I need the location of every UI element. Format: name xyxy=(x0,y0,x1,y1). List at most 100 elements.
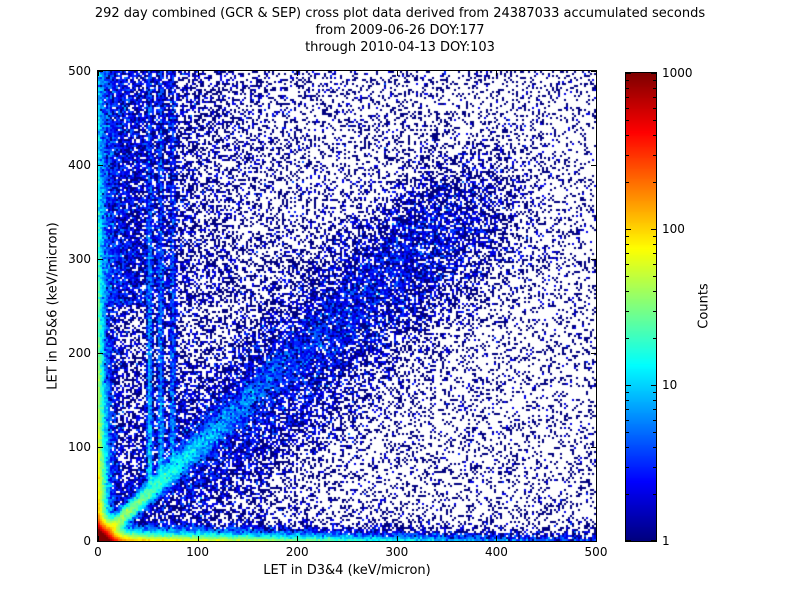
colorbar-tick-mark xyxy=(626,540,631,541)
colorbar-minor-tick-mark xyxy=(653,253,656,254)
colorbar-minor-tick-mark xyxy=(653,494,656,495)
x-tick-mark xyxy=(297,71,299,76)
colorbar-minor-tick-mark xyxy=(626,409,629,410)
scatter-points-canvas xyxy=(98,71,596,541)
x-tick-mark xyxy=(197,71,199,76)
colorbar-minor-tick-mark xyxy=(653,432,656,433)
x-tick-mark xyxy=(98,71,99,76)
colorbar-minor-tick-mark xyxy=(653,409,656,410)
colorbar-gradient-canvas xyxy=(626,73,656,541)
plot-subtitle-through: through 2010-04-13 DOY:103 xyxy=(305,40,495,55)
colorbar-tick-mark xyxy=(651,385,656,386)
y-tick-mark xyxy=(98,165,103,166)
y-tick-label: 0 xyxy=(83,534,91,548)
colorbar-minor-tick-mark xyxy=(653,244,656,245)
colorbar-minor-tick-mark xyxy=(626,244,629,245)
colorbar-minor-tick-mark xyxy=(626,311,629,312)
colorbar-tick-mark xyxy=(626,73,631,74)
colorbar-minor-tick-mark xyxy=(653,97,656,98)
colorbar-tick-label: 1 xyxy=(662,534,670,548)
colorbar-minor-tick-mark xyxy=(653,338,656,339)
y-tick-mark xyxy=(98,353,103,354)
colorbar-tick-label: 100 xyxy=(662,222,685,236)
x-tick-label: 400 xyxy=(484,545,508,559)
y-tick-label: 500 xyxy=(68,64,91,78)
colorbar-minor-tick-mark xyxy=(626,108,629,109)
plot-title: 292 day combined (GCR & SEP) cross plot … xyxy=(94,6,706,21)
colorbar-minor-tick-mark xyxy=(653,400,656,401)
colorbar-tick-mark xyxy=(626,229,631,230)
y-tick-mark xyxy=(98,259,103,260)
colorbar-minor-tick-mark xyxy=(626,467,629,468)
y-tick-mark xyxy=(98,71,103,72)
colorbar-minor-tick-mark xyxy=(626,338,629,339)
plot-area: LET in D3&4 (keV/micron) LET in D5&6 (ke… xyxy=(46,64,608,578)
colorbar-tick-mark xyxy=(651,540,656,541)
x-tick-mark xyxy=(297,536,299,541)
colorbar-minor-tick-mark xyxy=(653,420,656,421)
colorbar-tick-label: 1000 xyxy=(662,66,693,80)
colorbar-minor-tick-mark xyxy=(626,264,629,265)
y-tick-mark xyxy=(591,541,596,542)
y-tick-label: 300 xyxy=(68,252,91,266)
colorbar-minor-tick-mark xyxy=(626,253,629,254)
colorbar-minor-tick-mark xyxy=(653,108,656,109)
x-tick-mark xyxy=(98,536,99,541)
colorbar-minor-tick-mark xyxy=(653,392,656,393)
colorbar-minor-tick-mark xyxy=(626,135,629,136)
colorbar-minor-tick-mark xyxy=(626,276,629,277)
y-tick-mark xyxy=(591,165,596,166)
x-tick-mark xyxy=(496,536,498,541)
colorbar-minor-tick-mark xyxy=(653,264,656,265)
colorbar-minor-tick-mark xyxy=(626,494,629,495)
x-tick-label: 100 xyxy=(186,545,210,559)
colorbar-minor-tick-mark xyxy=(653,182,656,183)
colorbar-minor-tick-mark xyxy=(653,135,656,136)
y-axis-label: LET in D5&6 (keV/micron) xyxy=(45,222,61,390)
x-tick-mark xyxy=(197,536,199,541)
colorbar-minor-tick-mark xyxy=(626,447,629,448)
colorbar-tick-label: 10 xyxy=(662,378,678,392)
colorbar-minor-tick-mark xyxy=(653,88,656,89)
colorbar-tick-mark xyxy=(626,385,631,386)
y-tick-mark xyxy=(98,447,103,448)
colorbar-minor-tick-mark xyxy=(626,182,629,183)
colorbar-minor-tick-mark xyxy=(626,120,629,121)
plot-subtitle-from: from 2009-06-26 DOY:177 xyxy=(315,23,485,38)
y-tick-label: 400 xyxy=(68,158,91,172)
colorbar-minor-tick-mark xyxy=(626,400,629,401)
colorbar-minor-tick-mark xyxy=(653,120,656,121)
x-tick-label: 200 xyxy=(285,545,309,559)
x-tick-mark xyxy=(396,71,398,76)
colorbar-minor-tick-mark xyxy=(653,276,656,277)
y-tick-mark xyxy=(591,447,596,448)
colorbar-tick-mark xyxy=(651,229,656,230)
colorbar-minor-tick-mark xyxy=(653,80,656,81)
colorbar-minor-tick-mark xyxy=(626,97,629,98)
colorbar-minor-tick-mark xyxy=(653,291,656,292)
colorbar-minor-tick-mark xyxy=(626,420,629,421)
x-tick-label: 500 xyxy=(584,545,608,559)
x-tick-mark xyxy=(596,536,597,541)
x-tick-mark xyxy=(596,71,597,76)
colorbar-minor-tick-mark xyxy=(626,432,629,433)
y-tick-label: 200 xyxy=(68,346,91,360)
colorbar-minor-tick-mark xyxy=(653,236,656,237)
x-tick-label: 0 xyxy=(94,545,102,559)
y-tick-mark xyxy=(98,541,103,542)
colorbar-minor-tick-mark xyxy=(653,155,656,156)
x-axis-label: LET in D3&4 (keV/micron) xyxy=(263,563,431,578)
colorbar-minor-tick-mark xyxy=(626,392,629,393)
colorbar-minor-tick-mark xyxy=(653,447,656,448)
y-tick-label: 100 xyxy=(68,440,91,454)
colorbar-minor-tick-mark xyxy=(626,155,629,156)
colorbar-minor-tick-mark xyxy=(653,467,656,468)
y-tick-mark xyxy=(591,71,596,72)
x-tick-label: 300 xyxy=(385,545,409,559)
colorbar-minor-tick-mark xyxy=(626,236,629,237)
x-tick-mark xyxy=(396,536,398,541)
y-tick-mark xyxy=(591,259,596,260)
colorbar-label: Counts xyxy=(696,283,712,329)
colorbar: 1 10 100 1000 xyxy=(625,66,693,548)
